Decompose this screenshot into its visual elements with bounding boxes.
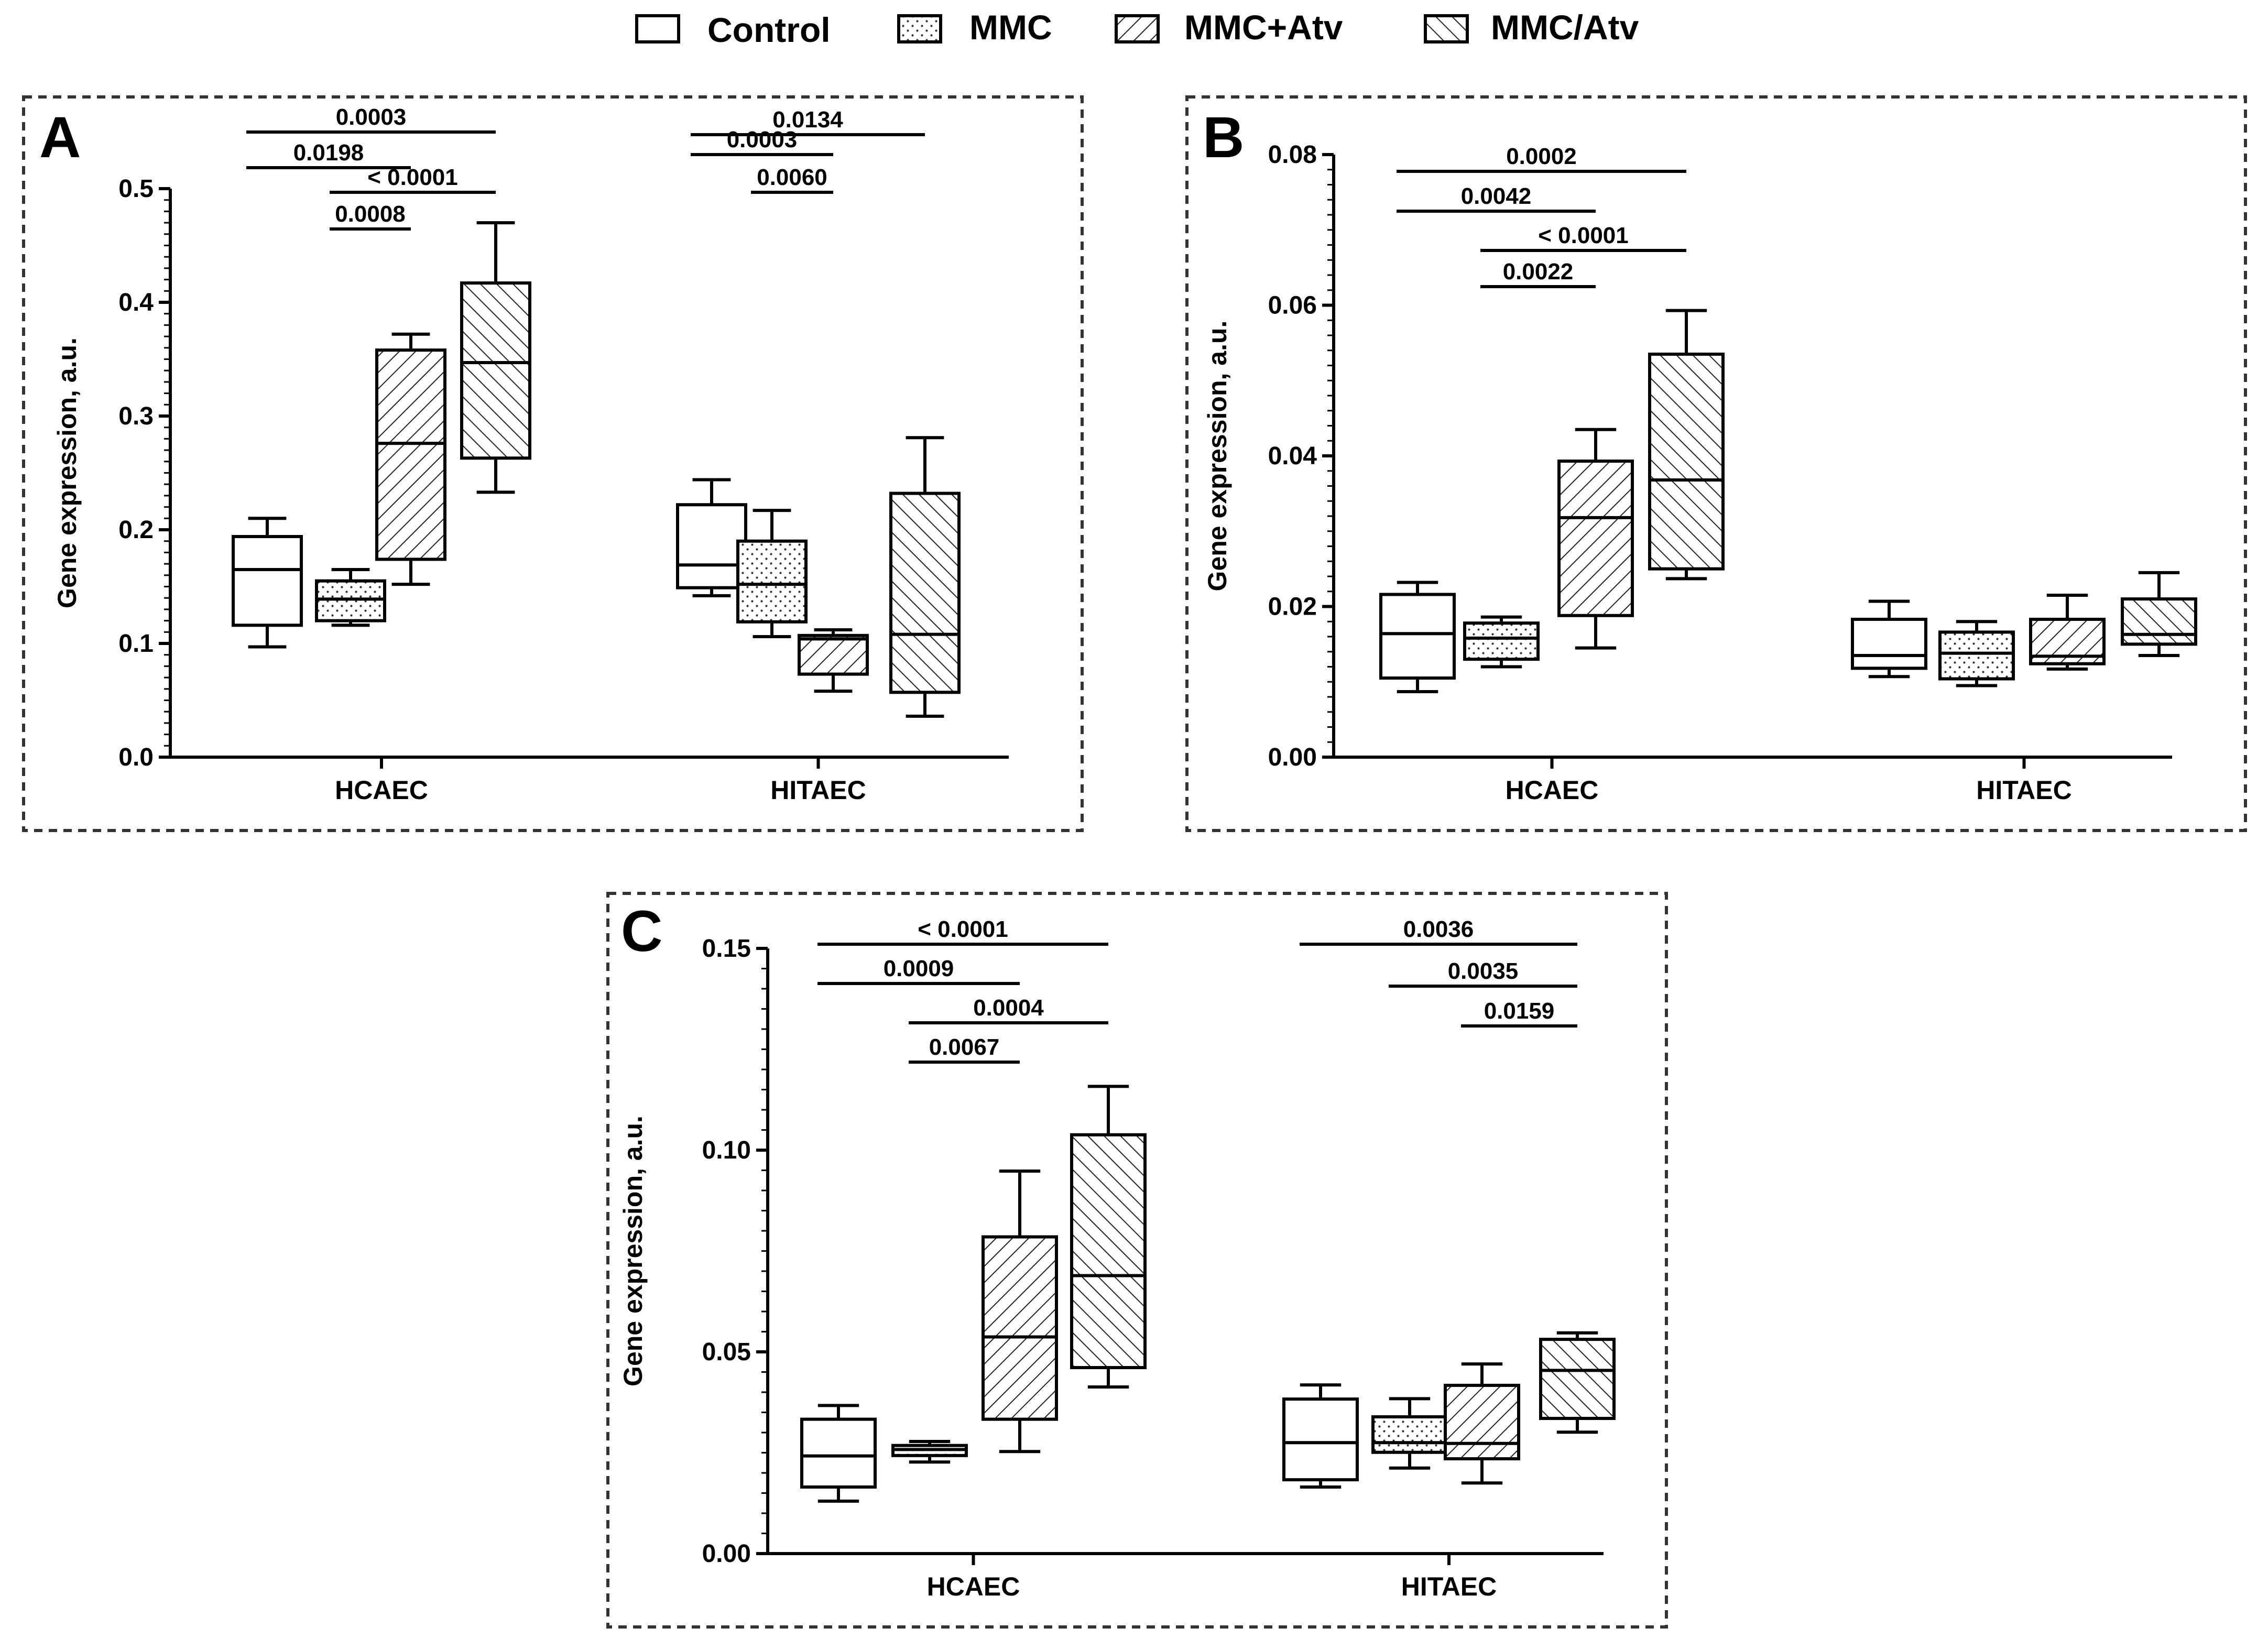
panel-c-letter: C	[621, 899, 662, 964]
panel-a-x-tick-label-hcaec: HCAEC	[335, 775, 428, 805]
panel-a-y-tick-label: 0.5	[118, 175, 154, 203]
panel-c-hcaec-mmc-atv-box	[982, 1235, 1058, 1421]
panel-b-y-axis-label: Gene expression, a.u.	[1203, 321, 1232, 592]
panel-b-hcaec-mmc-slash-atv-box	[1648, 352, 1725, 571]
panel-b-hcaec-mmc-box	[1463, 621, 1540, 661]
panel-c-y-tick-label: 0.00	[702, 1540, 751, 1568]
panel-a-hcaec-p-value: 0.0003	[336, 104, 407, 130]
panel-a-hcaec-p-value: < 0.0001	[367, 165, 458, 190]
panel-c-y-axis-label: Gene expression, a.u.	[618, 1116, 648, 1386]
legend-swatch-mmc-slash-atv	[1424, 14, 1469, 43]
panel-b: B 0.00 0.02 0.04 0.06 0.08 Gene expression, a.…	[1203, 105, 2197, 805]
panel-b-y-tick-label: 0.04	[1268, 442, 1317, 470]
panel-a-hcaec-mmc-box	[315, 579, 386, 622]
legend-label-mmc: MMC	[969, 8, 1052, 47]
panel-a-x-tick-label-hitaec: HITAEC	[770, 775, 866, 805]
legend-label-control: Control	[707, 10, 831, 49]
panel-a-hcaec-mmc-atv-box	[375, 348, 446, 561]
panel-a-hcaec-control-box	[232, 535, 303, 627]
legend-item-mmc-atv: MMC+Atv	[1115, 8, 1343, 47]
legend-label-mmc-slash-atv: MMC/Atv	[1491, 8, 1639, 47]
panel-b-hcaec-p-value: 0.0002	[1506, 144, 1577, 169]
panel-a-hitaec-p-value: 0.0060	[757, 165, 827, 190]
panel-b-x-tick-label-hitaec: HITAEC	[1976, 775, 2071, 805]
panel-c-hcaec-p-value: 0.0004	[973, 995, 1044, 1021]
panel-a: A 0.0 0.1 0.2 0.3 0.4 0.5 Gene expression, a.u.…	[39, 104, 1009, 805]
panel-c-hitaec-p-value: 0.0035	[1448, 958, 1519, 984]
panel-c-hitaec-control-box	[1282, 1397, 1359, 1482]
panel-b-y-tick-label: 0.08	[1268, 141, 1317, 169]
panel-c-hcaec-p-value: < 0.0001	[918, 916, 1008, 942]
panel-a-hitaec-p-value: 0.0134	[772, 107, 843, 133]
panel-c-frame	[606, 892, 1668, 1629]
panel-c-hcaec-p-value: 0.0009	[884, 956, 954, 981]
panel-c-hcaec-p-value: 0.0067	[929, 1034, 1000, 1060]
legend-item-mmc-slash-atv: MMC/Atv	[1424, 8, 1639, 47]
panel-a-hcaec-p-value: 0.0008	[335, 201, 406, 227]
panel-c-hitaec-p-value: 0.0159	[1484, 998, 1555, 1024]
panel-a-hitaec-control-box	[676, 503, 747, 589]
panel-b-y-tick-label: 0.02	[1268, 593, 1317, 621]
panel-a-hitaec-mmc-slash-atv-box	[889, 491, 961, 694]
panel-c-y-tick-label: 0.15	[702, 935, 751, 963]
panel-b-letter: B	[1203, 105, 1244, 170]
panel-a-hitaec-p-value: 0.0003	[727, 127, 798, 152]
panel-c-hitaec-mmc-box	[1371, 1415, 1448, 1454]
panel-a-y-tick-label: 0.0	[118, 744, 154, 771]
legend-item-mmc: MMC	[897, 8, 1052, 47]
panel-a-hcaec-mmc-slash-atv-box	[460, 281, 531, 460]
panel-b-hcaec-control-box	[1379, 593, 1456, 680]
panel-a-hcaec-p-value: 0.0198	[293, 140, 364, 166]
panel-a-y-tick-label: 0.1	[118, 630, 154, 658]
panel-b-hitaec-control-box	[1851, 617, 1927, 670]
legend-item-control: Control	[635, 10, 831, 49]
panel-b-hcaec-mmc-atv-box	[1557, 460, 1634, 617]
panel-c-hcaec-mmc-slash-atv-box	[1070, 1133, 1147, 1370]
panel-c-x-tick-label-hcaec: HCAEC	[927, 1572, 1020, 1601]
panel-b-y-tick-label: 0.06	[1268, 292, 1317, 320]
panel-c-hitaec-mmc-slash-atv-box	[1539, 1338, 1616, 1421]
legend-swatch-mmc	[897, 14, 942, 43]
panel-a-y-tick-label: 0.2	[118, 516, 154, 544]
panel-c-hitaec-p-value: 0.0036	[1403, 916, 1474, 942]
legend: Control MMC MMC+Atv MMC/Atv	[635, 8, 1639, 49]
panel-a-y-tick-label: 0.4	[118, 289, 154, 316]
panel-a-y-axis-label: Gene expression, a.u.	[52, 337, 82, 608]
panel-c-x-tick-label-hitaec: HITAEC	[1401, 1572, 1497, 1601]
panel-b-x-tick-label-hcaec: HCAEC	[1506, 775, 1599, 805]
panel-b-hitaec-mmc-slash-atv-box	[2121, 597, 2197, 646]
panel-b-hcaec-p-value: < 0.0001	[1538, 223, 1629, 248]
panel-c: C 0.00 0.05 0.10 0.15 Gene expression, a.u. HC…	[618, 899, 1616, 1601]
panel-c-y-tick-label: 0.05	[702, 1338, 751, 1366]
panel-a-frame	[22, 95, 1084, 832]
panel-c-hcaec-control-box	[800, 1417, 877, 1489]
panel-a-letter: A	[39, 105, 81, 170]
panel-b-frame	[1185, 95, 2247, 832]
legend-swatch-control	[635, 14, 680, 43]
legend-swatch-mmc-atv	[1115, 14, 1160, 43]
panel-a-y-tick-label: 0.3	[118, 402, 154, 430]
panel-a-hitaec-mmc-atv-box	[798, 633, 869, 676]
panel-b-hcaec-p-value: 0.0042	[1461, 183, 1532, 209]
legend-label-mmc-atv: MMC+Atv	[1184, 8, 1343, 47]
panel-b-hitaec-mmc-box	[1938, 630, 2015, 681]
panel-c-hitaec-mmc-atv-box	[1444, 1383, 1520, 1461]
panel-b-hcaec-p-value: 0.0022	[1503, 259, 1574, 285]
panel-a-hitaec-mmc-box	[736, 539, 808, 624]
panel-b-y-tick-label: 0.00	[1268, 744, 1317, 771]
panel-c-y-tick-label: 0.10	[702, 1137, 751, 1164]
